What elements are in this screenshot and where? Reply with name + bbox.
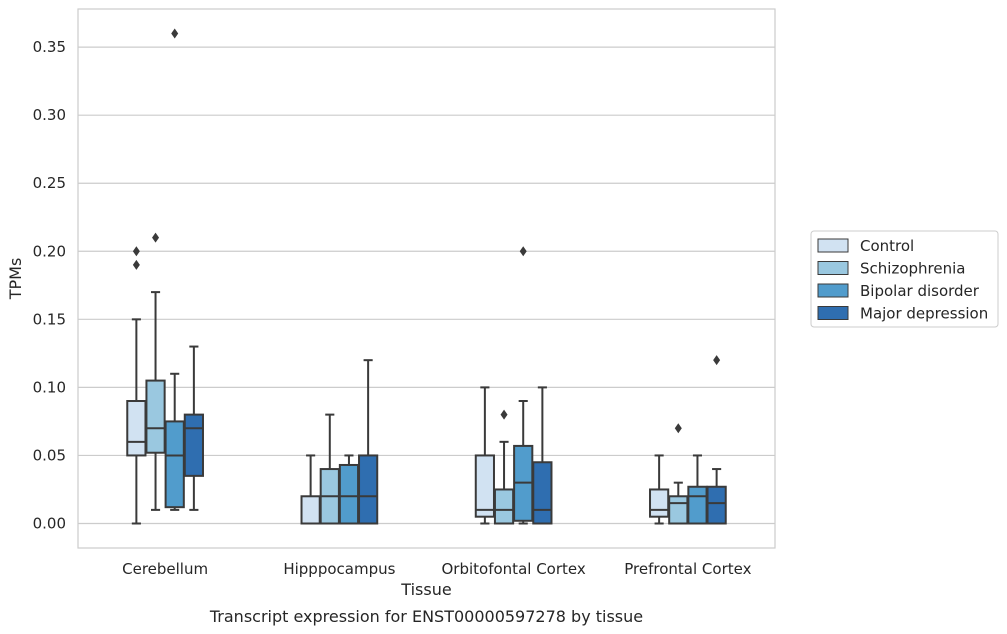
- box-bipolar-disorder: [513, 246, 534, 525]
- x-tick-labels: Cerebellum Hipppocampus Orbitofontal Corte…: [122, 560, 751, 578]
- legend-label: Control: [860, 237, 914, 255]
- y-tick-labels: 0.00 0.05 0.10 0.15 0.20 0.25 0.30 0.35: [33, 38, 66, 532]
- box-schizophrenia: [668, 423, 689, 525]
- y-tick-label: 0.30: [33, 106, 66, 124]
- box-iqr: [706, 485, 727, 525]
- outlier-point: [152, 232, 160, 243]
- box-bipolar-disorder: [164, 28, 185, 511]
- y-axis-label: TPMs: [6, 258, 25, 301]
- outlier-point: [674, 423, 682, 434]
- legend-label: Schizophrenia: [860, 260, 965, 278]
- legend-label: Major depression: [860, 305, 988, 323]
- legend-swatch: [817, 261, 849, 275]
- outlier-point: [132, 246, 140, 257]
- box-schizophrenia: [493, 409, 515, 525]
- x-tick-label: Hipppocampus: [283, 560, 395, 578]
- box-major-depression: [532, 386, 553, 525]
- boxes-layer: [126, 28, 727, 525]
- box-iqr: [358, 454, 379, 525]
- box-iqr: [300, 495, 321, 525]
- legend-swatch: [817, 238, 849, 253]
- box-control: [126, 246, 147, 525]
- legend-swatch: [817, 283, 849, 298]
- box-major-depression: [706, 355, 727, 525]
- legend-label: Bipolar disorder: [860, 282, 980, 300]
- box-iqr: [668, 495, 689, 525]
- y-tick-label: 0.10: [33, 378, 66, 396]
- plot-frame: [77, 8, 776, 549]
- box-bipolar-disorder: [338, 454, 360, 525]
- box-control: [649, 454, 670, 525]
- y-tick-label: 0.05: [33, 446, 66, 464]
- x-tick-label: Prefrontal Cortex: [624, 560, 751, 578]
- box-iqr: [687, 485, 708, 525]
- outlier-point: [519, 246, 527, 257]
- y-tick-label: 0.35: [33, 38, 66, 56]
- box-iqr: [493, 488, 515, 525]
- box-major-depression: [358, 359, 379, 525]
- x-tick-label: Orbitofontal Cortex: [442, 560, 586, 578]
- box-control: [300, 454, 321, 525]
- box-iqr: [145, 379, 166, 454]
- outlier-point: [713, 355, 721, 366]
- box-iqr: [649, 488, 670, 518]
- x-tick-label: Cerebellum: [122, 560, 208, 578]
- legend-swatch: [817, 306, 849, 320]
- outlier-point: [171, 28, 179, 39]
- y-tick-label: 0.25: [33, 174, 66, 192]
- x-axis-label: Tissue: [400, 580, 451, 599]
- box-iqr: [164, 420, 185, 509]
- legend: Control Schizophrenia Bipolar disorder Majo…: [810, 230, 999, 328]
- y-tick-label: 0.00: [33, 515, 66, 533]
- y-tick-label: 0.15: [33, 310, 66, 328]
- chart-caption: Transcript expression for ENST0000059727…: [209, 607, 643, 626]
- box-control: [474, 386, 495, 525]
- outlier-point: [132, 259, 140, 270]
- box-bipolar-disorder: [687, 454, 708, 525]
- legend-frame: [810, 230, 999, 328]
- box-iqr: [474, 454, 495, 518]
- outlier-point: [500, 409, 508, 420]
- box-schizophrenia: [319, 413, 340, 525]
- box-iqr: [532, 461, 553, 525]
- box-major-depression: [183, 345, 204, 511]
- y-tick-label: 0.20: [33, 242, 66, 260]
- box-iqr: [183, 413, 204, 477]
- box-iqr: [338, 463, 360, 525]
- box-iqr: [126, 400, 147, 457]
- box-schizophrenia: [145, 232, 166, 511]
